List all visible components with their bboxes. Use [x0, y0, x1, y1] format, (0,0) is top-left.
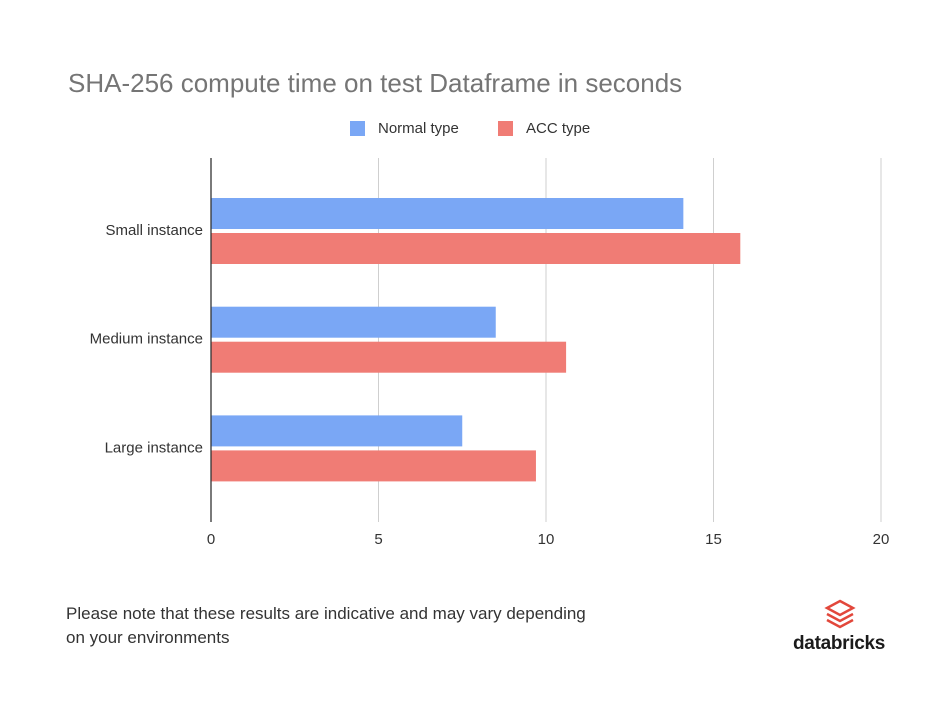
x-tick-label: 20	[873, 531, 890, 548]
chart: SHA-256 compute time on test Dataframe i…	[68, 68, 890, 548]
bar	[211, 415, 463, 447]
legend-label: ACC type	[526, 120, 590, 137]
y-tick-label: Large instance	[105, 439, 203, 456]
x-tick-label: 10	[538, 531, 555, 548]
legend-swatch	[350, 121, 365, 136]
bar	[211, 341, 567, 373]
brand-icon	[824, 599, 856, 629]
bar	[211, 450, 536, 482]
footnote: Please note that these results are indic…	[66, 604, 586, 647]
x-tick-label: 5	[374, 531, 382, 548]
bar	[211, 306, 496, 338]
y-tick-label: Medium instance	[90, 331, 203, 348]
legend-label: Normal type	[378, 120, 459, 137]
chart-title: SHA-256 compute time on test Dataframe i…	[68, 68, 682, 98]
y-tick-label: Small instance	[105, 222, 203, 239]
bar	[211, 233, 741, 264]
x-tick-label: 0	[207, 531, 215, 548]
brand-name: databricks	[793, 633, 886, 654]
bar	[211, 198, 684, 229]
legend-swatch	[498, 121, 513, 136]
x-tick-label: 15	[705, 531, 722, 548]
